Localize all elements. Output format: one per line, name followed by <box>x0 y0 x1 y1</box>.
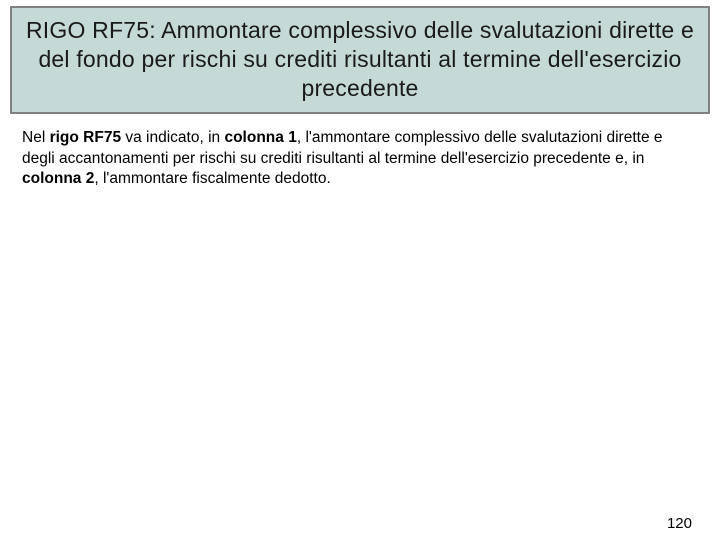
body-seg-4-bold: colonna 1 <box>224 129 296 146</box>
body-seg-6-bold: colonna 2 <box>22 170 94 187</box>
body-seg-7: , l'ammontare fiscalmente dedotto. <box>94 170 330 187</box>
body-seg-3: va indicato, in <box>121 129 224 146</box>
page-number: 120 <box>667 515 692 532</box>
body-paragraph: Nel rigo RF75 va indicato, in colonna 1,… <box>22 128 698 189</box>
title-text: RIGO RF75: Ammontare complessivo delle s… <box>24 16 696 102</box>
body-seg-1: Nel <box>22 129 50 146</box>
body-area: Nel rigo RF75 va indicato, in colonna 1,… <box>0 114 720 189</box>
title-box: RIGO RF75: Ammontare complessivo delle s… <box>10 6 710 114</box>
body-seg-2-bold: rigo RF75 <box>50 129 121 146</box>
